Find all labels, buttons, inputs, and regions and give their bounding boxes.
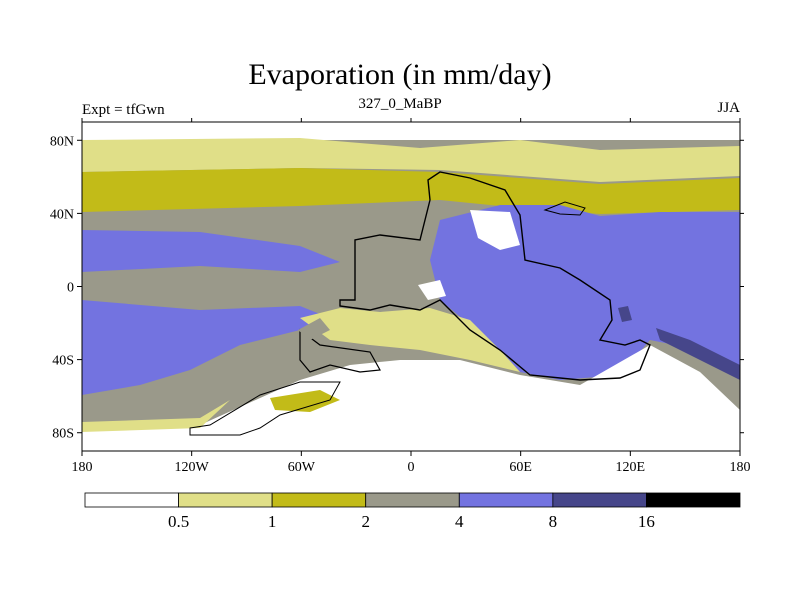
colorbar-level-label: 8 xyxy=(549,512,558,531)
y-tick-label: 0 xyxy=(67,281,74,296)
x-tick-label: 120W xyxy=(175,460,210,475)
island-outline xyxy=(543,201,586,216)
southern-land-light xyxy=(300,308,520,372)
south-blue-band xyxy=(82,300,330,395)
x-tick-label: 0 xyxy=(408,460,415,475)
x-tick-label: 180 xyxy=(730,460,751,475)
north-blue-band xyxy=(82,230,340,272)
colorbar-swatch xyxy=(646,492,741,508)
colorbar: 0.5 1 2 4 8 16 xyxy=(84,492,741,531)
y-tick-label: 40N xyxy=(50,207,74,222)
continent-outline xyxy=(339,171,651,381)
arctic-low xyxy=(82,122,740,140)
high-evap-streak xyxy=(656,328,740,380)
y-tick-label: 80N xyxy=(50,134,74,149)
antarctic-low xyxy=(82,345,740,451)
desert-patch xyxy=(418,280,446,300)
land-patch xyxy=(298,318,330,340)
x-tick-label: 60E xyxy=(509,460,532,475)
period-label: 327_0_MaBP xyxy=(358,96,442,112)
season-label: JJA xyxy=(717,100,740,116)
southern-landmass-outline xyxy=(299,328,381,373)
south-belt-light xyxy=(82,400,230,432)
colorbar-swatch xyxy=(271,492,367,508)
colorbar-swatch xyxy=(84,492,179,508)
colorbar-swatch xyxy=(458,492,554,508)
y-tick-label: 80S xyxy=(52,427,74,442)
experiment-label: Expt = tfGwn xyxy=(82,102,165,118)
colorbar-swatch xyxy=(178,492,273,508)
y-tick-label: 40S xyxy=(52,354,74,369)
map-field xyxy=(82,122,740,451)
colorbar-level-label: 16 xyxy=(638,512,655,531)
north-belt-olive xyxy=(82,168,740,214)
colorbar-swatch xyxy=(552,492,647,508)
north-belt-light xyxy=(82,138,740,182)
x-ticks: 180 120W 60W 0 60E 120E 180 xyxy=(72,118,751,475)
colorbar-level-label: 0.5 xyxy=(168,512,189,531)
map-title: Evaporation (in mm/day) xyxy=(248,58,552,91)
x-tick-label: 180 xyxy=(72,460,93,475)
colorbar-swatch xyxy=(365,492,460,508)
colorbar-level-label: 4 xyxy=(455,512,464,531)
antarctic-outline xyxy=(189,381,341,436)
colorbar-level-label: 2 xyxy=(361,512,370,531)
desert-low-evap xyxy=(470,210,520,250)
colorbar-level-label: 1 xyxy=(268,512,277,531)
y-ticks: 80N 40N 0 40S 80S xyxy=(50,134,744,442)
x-tick-label: 60W xyxy=(288,460,316,475)
x-tick-label: 120E xyxy=(616,460,646,475)
high-evap-spot xyxy=(618,306,632,322)
southern-olive-patch xyxy=(270,390,340,412)
